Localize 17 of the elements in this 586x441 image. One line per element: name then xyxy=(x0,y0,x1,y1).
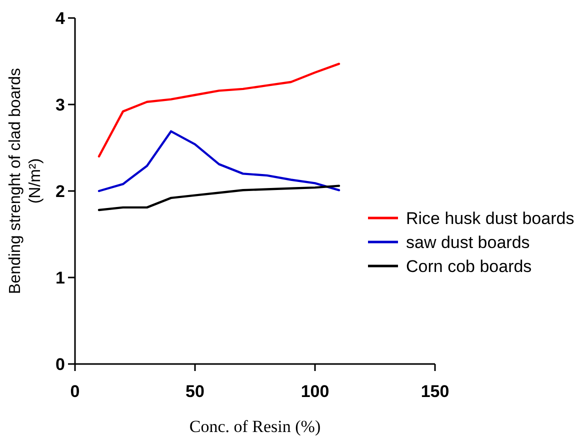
y-axis-title: Bending strenght of clad boards (N/m²) xyxy=(7,68,44,294)
x-tick-label: 50 xyxy=(186,382,204,401)
legend-label: Rice husk dust boards xyxy=(406,208,574,228)
y-tick-label: 4 xyxy=(56,8,66,28)
line-series xyxy=(98,184,340,212)
legend-label: Corn cob boards xyxy=(406,256,532,276)
line-series xyxy=(98,62,340,158)
y-tick-label: 1 xyxy=(56,268,65,288)
legend-label: saw dust boards xyxy=(406,232,530,252)
x-axis-title: Conc. of Resin (%) xyxy=(189,417,321,436)
y-tick-label: 2 xyxy=(56,182,65,201)
x-tick-label: 0 xyxy=(70,382,80,401)
y-tick-label: 3 xyxy=(56,95,65,114)
x-tick-label: 100 xyxy=(300,382,330,401)
y-tick-label: 0 xyxy=(56,354,65,374)
x-tick-label: 150 xyxy=(420,382,450,401)
line-series xyxy=(98,130,340,192)
